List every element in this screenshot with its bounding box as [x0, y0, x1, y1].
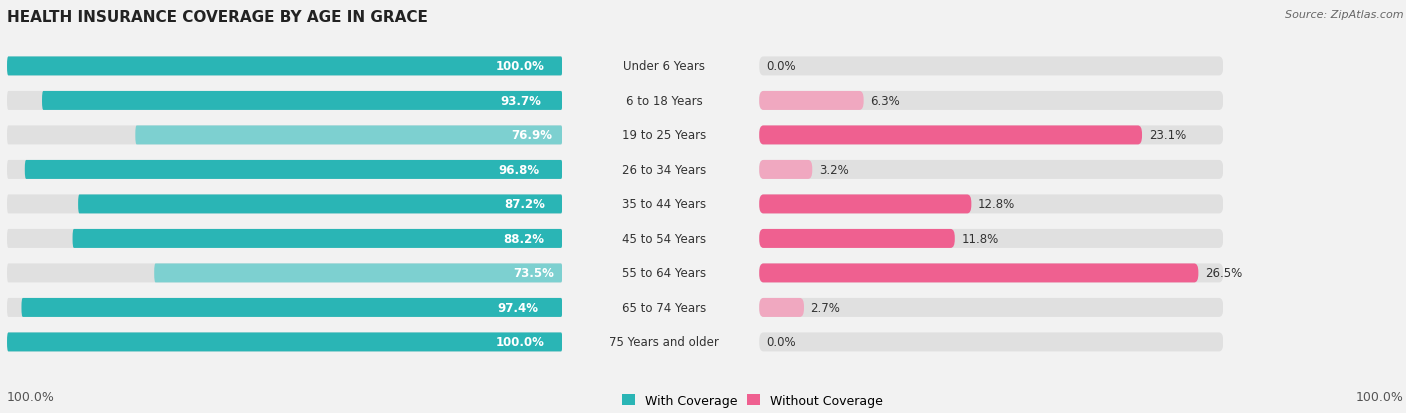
- Text: Under 6 Years: Under 6 Years: [623, 60, 706, 73]
- FancyBboxPatch shape: [21, 298, 562, 317]
- Text: 19 to 25 Years: 19 to 25 Years: [623, 129, 706, 142]
- Text: 100.0%: 100.0%: [496, 60, 544, 73]
- FancyBboxPatch shape: [7, 264, 562, 283]
- FancyBboxPatch shape: [759, 161, 813, 180]
- FancyBboxPatch shape: [42, 92, 562, 111]
- Text: 11.8%: 11.8%: [962, 233, 998, 245]
- Text: 45 to 54 Years: 45 to 54 Years: [623, 233, 706, 245]
- FancyBboxPatch shape: [7, 298, 562, 317]
- FancyBboxPatch shape: [7, 332, 562, 351]
- FancyBboxPatch shape: [7, 161, 562, 180]
- Text: Source: ZipAtlas.com: Source: ZipAtlas.com: [1285, 10, 1403, 20]
- Text: 100.0%: 100.0%: [1355, 390, 1403, 403]
- Text: 65 to 74 Years: 65 to 74 Years: [623, 301, 706, 314]
- FancyBboxPatch shape: [759, 264, 1223, 283]
- FancyBboxPatch shape: [759, 195, 1223, 214]
- Text: 55 to 64 Years: 55 to 64 Years: [623, 267, 706, 280]
- Legend: With Coverage, Without Coverage: With Coverage, Without Coverage: [621, 394, 883, 407]
- Text: 0.0%: 0.0%: [766, 60, 796, 73]
- FancyBboxPatch shape: [759, 92, 863, 111]
- FancyBboxPatch shape: [759, 195, 972, 214]
- Text: 3.2%: 3.2%: [818, 164, 849, 176]
- Text: HEALTH INSURANCE COVERAGE BY AGE IN GRACE: HEALTH INSURANCE COVERAGE BY AGE IN GRAC…: [7, 10, 427, 25]
- Text: 0.0%: 0.0%: [766, 336, 796, 349]
- FancyBboxPatch shape: [7, 57, 562, 76]
- FancyBboxPatch shape: [759, 92, 1223, 111]
- FancyBboxPatch shape: [759, 57, 1223, 76]
- FancyBboxPatch shape: [759, 264, 1198, 283]
- Text: 100.0%: 100.0%: [496, 336, 544, 349]
- Text: 2.7%: 2.7%: [811, 301, 841, 314]
- FancyBboxPatch shape: [7, 126, 562, 145]
- Text: 73.5%: 73.5%: [513, 267, 554, 280]
- Text: 97.4%: 97.4%: [498, 301, 538, 314]
- FancyBboxPatch shape: [25, 161, 562, 180]
- FancyBboxPatch shape: [7, 229, 562, 248]
- FancyBboxPatch shape: [759, 126, 1142, 145]
- FancyBboxPatch shape: [135, 126, 562, 145]
- FancyBboxPatch shape: [759, 229, 1223, 248]
- FancyBboxPatch shape: [759, 298, 1223, 317]
- FancyBboxPatch shape: [759, 229, 955, 248]
- FancyBboxPatch shape: [7, 195, 562, 214]
- Text: 35 to 44 Years: 35 to 44 Years: [623, 198, 706, 211]
- FancyBboxPatch shape: [73, 229, 562, 248]
- FancyBboxPatch shape: [155, 264, 562, 283]
- FancyBboxPatch shape: [7, 57, 562, 76]
- Text: 6.3%: 6.3%: [870, 95, 900, 108]
- Text: 93.7%: 93.7%: [501, 95, 541, 108]
- FancyBboxPatch shape: [7, 332, 562, 351]
- Text: 100.0%: 100.0%: [7, 390, 55, 403]
- FancyBboxPatch shape: [759, 126, 1223, 145]
- Text: 12.8%: 12.8%: [979, 198, 1015, 211]
- Text: 75 Years and older: 75 Years and older: [609, 336, 720, 349]
- Text: 26.5%: 26.5%: [1205, 267, 1243, 280]
- Text: 6 to 18 Years: 6 to 18 Years: [626, 95, 703, 108]
- Text: 87.2%: 87.2%: [505, 198, 546, 211]
- FancyBboxPatch shape: [759, 298, 804, 317]
- Text: 96.8%: 96.8%: [498, 164, 538, 176]
- FancyBboxPatch shape: [759, 332, 1223, 351]
- Text: 26 to 34 Years: 26 to 34 Years: [623, 164, 706, 176]
- Text: 23.1%: 23.1%: [1149, 129, 1185, 142]
- FancyBboxPatch shape: [7, 92, 562, 111]
- Text: 88.2%: 88.2%: [503, 233, 544, 245]
- Text: 76.9%: 76.9%: [512, 129, 553, 142]
- FancyBboxPatch shape: [79, 195, 562, 214]
- FancyBboxPatch shape: [759, 161, 1223, 180]
